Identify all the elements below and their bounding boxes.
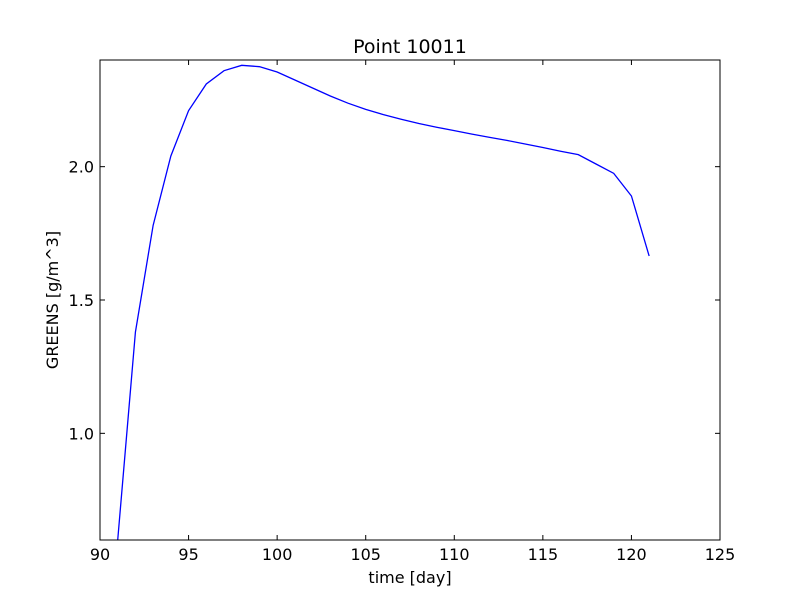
x-tick-label: 110 xyxy=(439,545,470,564)
plot-area xyxy=(100,60,720,540)
x-ticks: 90 95 100 105 110 115 120 125 xyxy=(90,60,735,564)
x-tick-label: 115 xyxy=(528,545,559,564)
x-tick-label: 95 xyxy=(178,545,198,564)
x-tick-label: 120 xyxy=(616,545,647,564)
series-line-0 xyxy=(117,64,650,541)
y-tick-label: 2.0 xyxy=(69,158,94,177)
y-axis-label: GREENS [g/m^3] xyxy=(43,231,62,369)
y-tick-label: 1.0 xyxy=(69,424,94,443)
x-tick-label: 90 xyxy=(90,545,110,564)
chart-title: Point 10011 xyxy=(353,36,467,58)
y-ticks: 1.0 1.5 2.0 xyxy=(69,158,720,443)
series-layer xyxy=(117,64,650,541)
x-tick-label: 125 xyxy=(705,545,736,564)
x-axis-label: time [day] xyxy=(368,568,451,587)
x-tick-label: 100 xyxy=(262,545,293,564)
x-tick-label: 105 xyxy=(350,545,381,564)
y-tick-label: 1.5 xyxy=(69,291,94,310)
